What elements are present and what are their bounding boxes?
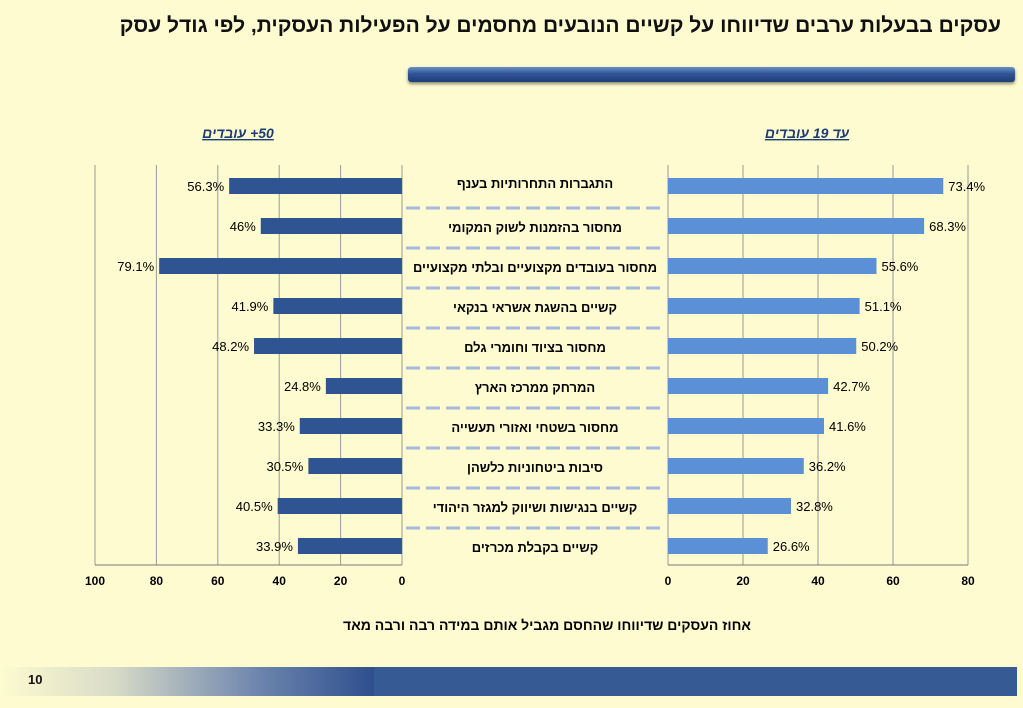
tick-label-left: 60: [211, 574, 225, 588]
data-label-right: 73.4%: [948, 179, 985, 194]
category-label: קשיים בקבלת מכרזים: [472, 540, 598, 555]
data-label-right: 42.7%: [833, 379, 870, 394]
tick-label-right: 0: [665, 574, 672, 588]
data-label-left: 41.9%: [231, 299, 268, 314]
data-label-left: 33.9%: [256, 539, 293, 554]
category-label: התגברות התחרותיות בענף: [457, 176, 613, 191]
data-label-left: 79.1%: [117, 259, 154, 274]
footer-bar: [374, 667, 1017, 696]
bar-right: [668, 378, 829, 394]
bar-chart: 73.4% 56.3% 68.3% 46% 55.6% 79.1% 51.1% 41.9% 50…: [85, 125, 986, 633]
bars: [159, 178, 944, 554]
chart-title: עסקים בבעלות ערבים שדיווחו על קשיים הנוב…: [119, 14, 1001, 37]
bar-right: [668, 458, 804, 474]
bar-left: [254, 338, 402, 354]
data-label-left: 30.5%: [266, 459, 303, 474]
bar-left: [229, 178, 402, 194]
tick-label-left: 100: [85, 574, 105, 588]
tick-label-left: 0: [399, 574, 406, 588]
page-number: 10: [28, 672, 43, 687]
panel-title-left: 50+ עובדים: [202, 125, 274, 141]
tick-label-left: 40: [273, 574, 287, 588]
bar-left: [297, 538, 402, 554]
tick-label-right: 60: [886, 574, 900, 588]
category-labels: התגברות התחרותיות בענף מחסור בהזמנות לשוק…: [413, 176, 657, 555]
data-label-right: 41.6%: [829, 419, 866, 434]
data-label-right: 26.6%: [773, 539, 810, 554]
x-axis-label: אחוז העסקים שדיווחו שהחסם מגביל אותם במי…: [343, 617, 751, 633]
category-label: מחסור בעובדים מקצועיים ובלתי מקצועיים: [413, 260, 657, 275]
bar-left: [159, 258, 402, 274]
tick-label-right: 80: [961, 574, 975, 588]
data-label-left: 24.8%: [284, 379, 321, 394]
bar-right: [668, 298, 860, 314]
category-label: סיבות ביטחוניות כלשהן: [467, 460, 603, 475]
bar-left: [325, 378, 402, 394]
tick-label-left: 80: [150, 574, 164, 588]
data-label-left: 48.2%: [212, 339, 249, 354]
bar-right: [668, 538, 768, 554]
bar-right: [668, 258, 877, 274]
data-label-left: 33.3%: [258, 419, 295, 434]
data-label-right: 50.2%: [861, 339, 898, 354]
bar-right: [668, 338, 857, 354]
data-label-left: 40.5%: [236, 499, 273, 514]
category-label: המרחק ממרכז הארץ: [475, 380, 595, 395]
data-label-right: 32.8%: [796, 499, 833, 514]
bar-right: [668, 178, 944, 194]
data-label-right: 51.1%: [865, 299, 902, 314]
category-label: מחסור בציוד וחומרי גלם: [464, 340, 606, 355]
category-label: מחסור בשטחי ואזורי תעשייה: [451, 420, 618, 435]
category-label: קשיים בהשגת אשראי בנקאי: [453, 300, 617, 315]
bar-left: [260, 218, 402, 234]
bar-right: [668, 218, 925, 234]
bar-left: [308, 458, 402, 474]
tick-label-right: 40: [811, 574, 825, 588]
category-label: קשיים בנגישות ושיווק למגזר היהודי: [433, 500, 638, 515]
data-label-right: 68.3%: [929, 219, 966, 234]
data-label-left: 56.3%: [187, 179, 224, 194]
data-label-right: 55.6%: [882, 259, 919, 274]
data-label-right: 36.2%: [809, 459, 846, 474]
data-label-left: 46%: [230, 219, 256, 234]
bar-right: [668, 498, 791, 514]
category-label: מחסור בהזמנות לשוק המקומי: [448, 220, 622, 235]
bar-right: [668, 418, 824, 434]
footer-gradient-bar: [0, 667, 374, 696]
tick-labels: 0 20 40 60 80 0 20 40 60 80 100: [85, 574, 975, 588]
tick-label-right: 20: [736, 574, 750, 588]
data-labels: 73.4% 56.3% 68.3% 46% 55.6% 79.1% 51.1% 41.9% 50…: [117, 179, 985, 554]
bar-left: [273, 298, 402, 314]
panel-title-right: עד 19 עובדים: [765, 125, 850, 141]
title-underline-bar: [408, 67, 1015, 82]
tick-label-left: 20: [334, 574, 348, 588]
category-separators: [406, 206, 664, 530]
bar-left: [299, 418, 402, 434]
bar-left: [277, 498, 402, 514]
